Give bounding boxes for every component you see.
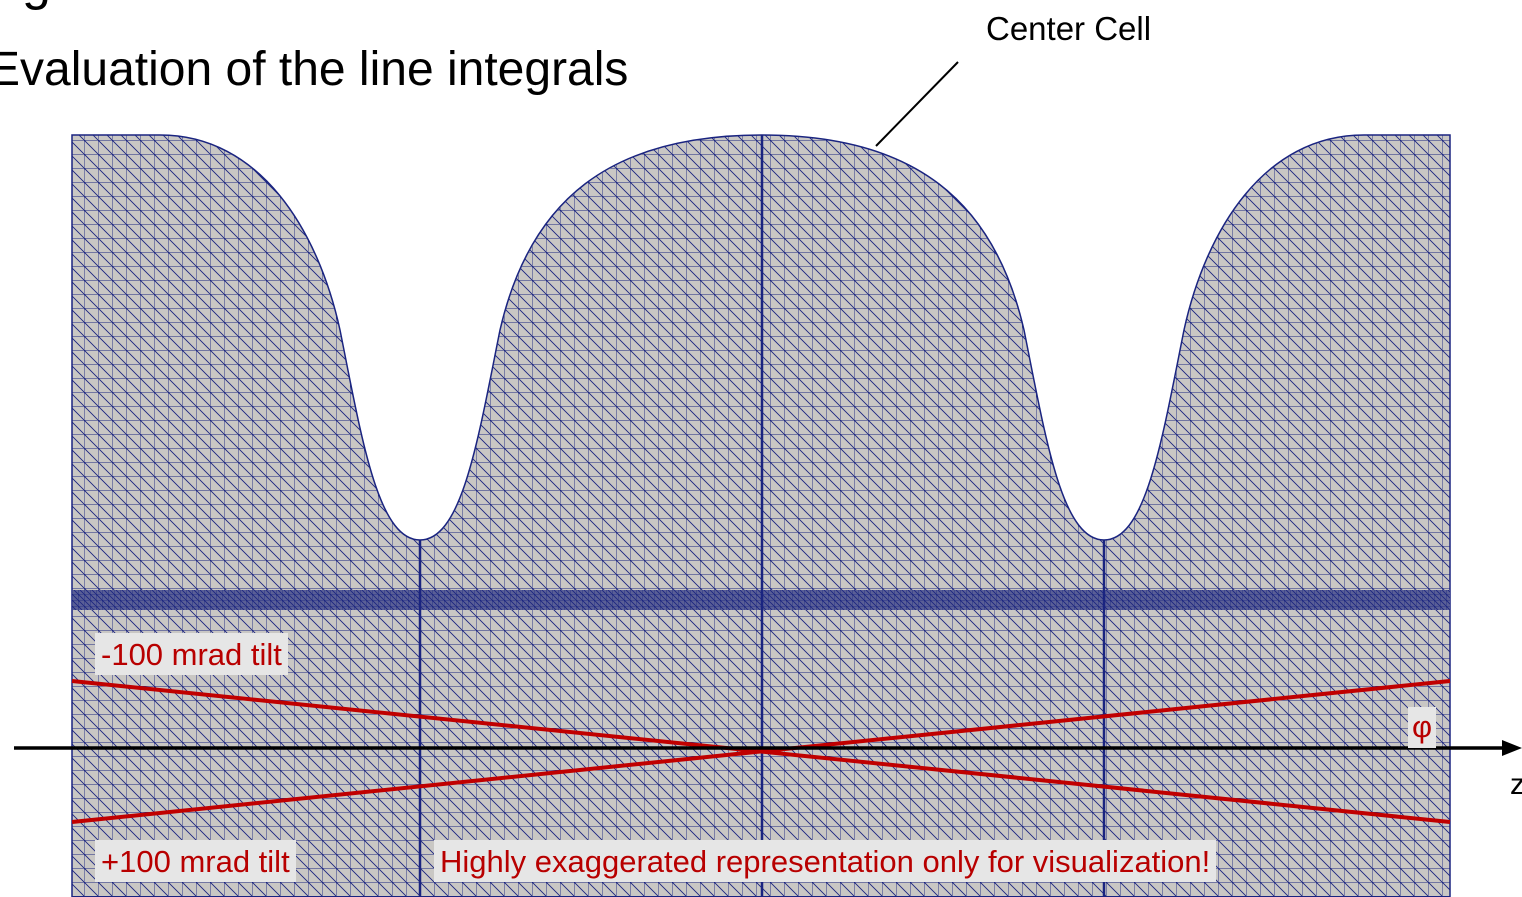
phi-angle-label: φ <box>1408 707 1436 748</box>
z-axis-arrowhead <box>1502 740 1522 756</box>
tilt-negative-label: -100 mrad tilt <box>95 633 288 675</box>
callout-pointer <box>876 62 958 146</box>
tilt-positive-label: +100 mrad tilt <box>95 840 296 882</box>
z-axis-label: z <box>1510 770 1522 800</box>
disclaimer-label: Highly exaggerated representation only f… <box>434 840 1216 882</box>
